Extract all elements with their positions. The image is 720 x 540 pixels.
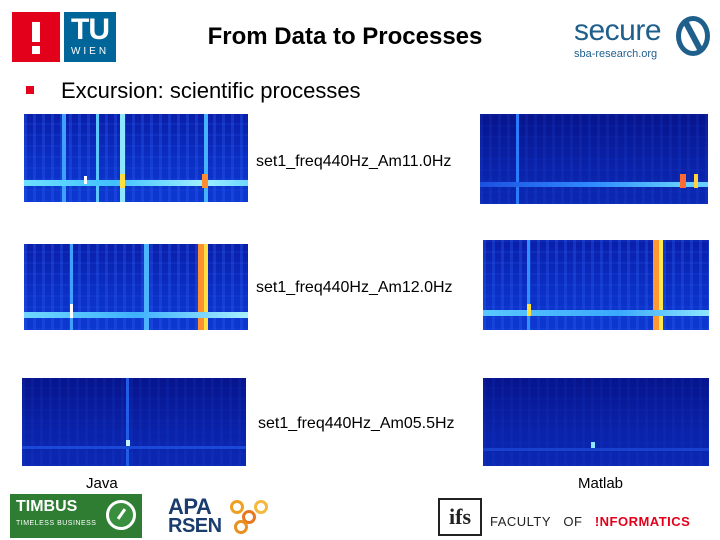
- secure-logo-word: secure: [574, 14, 662, 47]
- column-label-java: Java: [86, 475, 118, 492]
- hexagon-icon: [230, 500, 244, 514]
- faculty-of-informatics-logo: FACULTY OF !NFORMATICS: [490, 514, 690, 530]
- tu-logo-top: TU: [71, 13, 110, 46]
- exclamation-icon-dot: [32, 46, 40, 54]
- spectrogram-label-3: set1_freq440Hz_Am05.5Hz: [258, 415, 455, 432]
- faculty-word: FACULTY: [490, 514, 552, 529]
- hexagon-icon: [254, 500, 268, 514]
- apa-logo-bottom: RSEN: [168, 515, 222, 537]
- bullet-square-icon: [26, 86, 34, 94]
- spectrogram-java-3: [22, 378, 246, 466]
- tu-wien-logo: TU WIEN: [64, 12, 116, 62]
- spectrogram-label-1: set1_freq440Hz_Am11.0Hz: [256, 153, 452, 170]
- informatics-word: !NFORMATICS: [594, 514, 691, 529]
- timbus-logo-subtitle: TIMELESS BUSINESS: [16, 520, 97, 527]
- exclamation-icon-bar: [32, 22, 40, 42]
- timbus-logo-title: TIMBUS: [16, 498, 78, 515]
- timbus-logo: TIMBUS TIMELESS BUSINESS: [10, 494, 142, 538]
- bullet-text: Excursion: scientific processes: [61, 78, 361, 103]
- spectrogram-java-1: [24, 114, 248, 202]
- clock-icon: [106, 500, 136, 530]
- hexagon-icon: [234, 520, 248, 534]
- spectrogram-matlab-1: [480, 114, 708, 204]
- spectrogram-matlab-2: [483, 240, 709, 330]
- secure-ring-icon: [676, 16, 710, 56]
- spectrogram-matlab-3: [483, 378, 709, 466]
- spectrogram-java-2: [24, 244, 248, 330]
- column-label-matlab: Matlab: [578, 475, 624, 492]
- exclamation-logo: [12, 12, 60, 62]
- ifs-logo-text: ifs: [449, 504, 471, 529]
- apa-rsen-logo: APA RSEN: [168, 496, 276, 538]
- spectrogram-label-2: set1_freq440Hz_Am12.0Hz: [256, 279, 453, 296]
- hexagon-icon: [242, 510, 256, 524]
- secure-logo-sub: sba-research.org: [574, 48, 658, 60]
- of-word: OF: [563, 514, 583, 529]
- tu-logo-bottom: WIEN: [70, 46, 110, 57]
- apa-logo-top: APA: [168, 494, 212, 519]
- page-title: From Data to Processes: [207, 23, 483, 50]
- secure-logo: secure sba-research.org: [572, 14, 712, 64]
- ifs-logo: ifs: [438, 498, 482, 536]
